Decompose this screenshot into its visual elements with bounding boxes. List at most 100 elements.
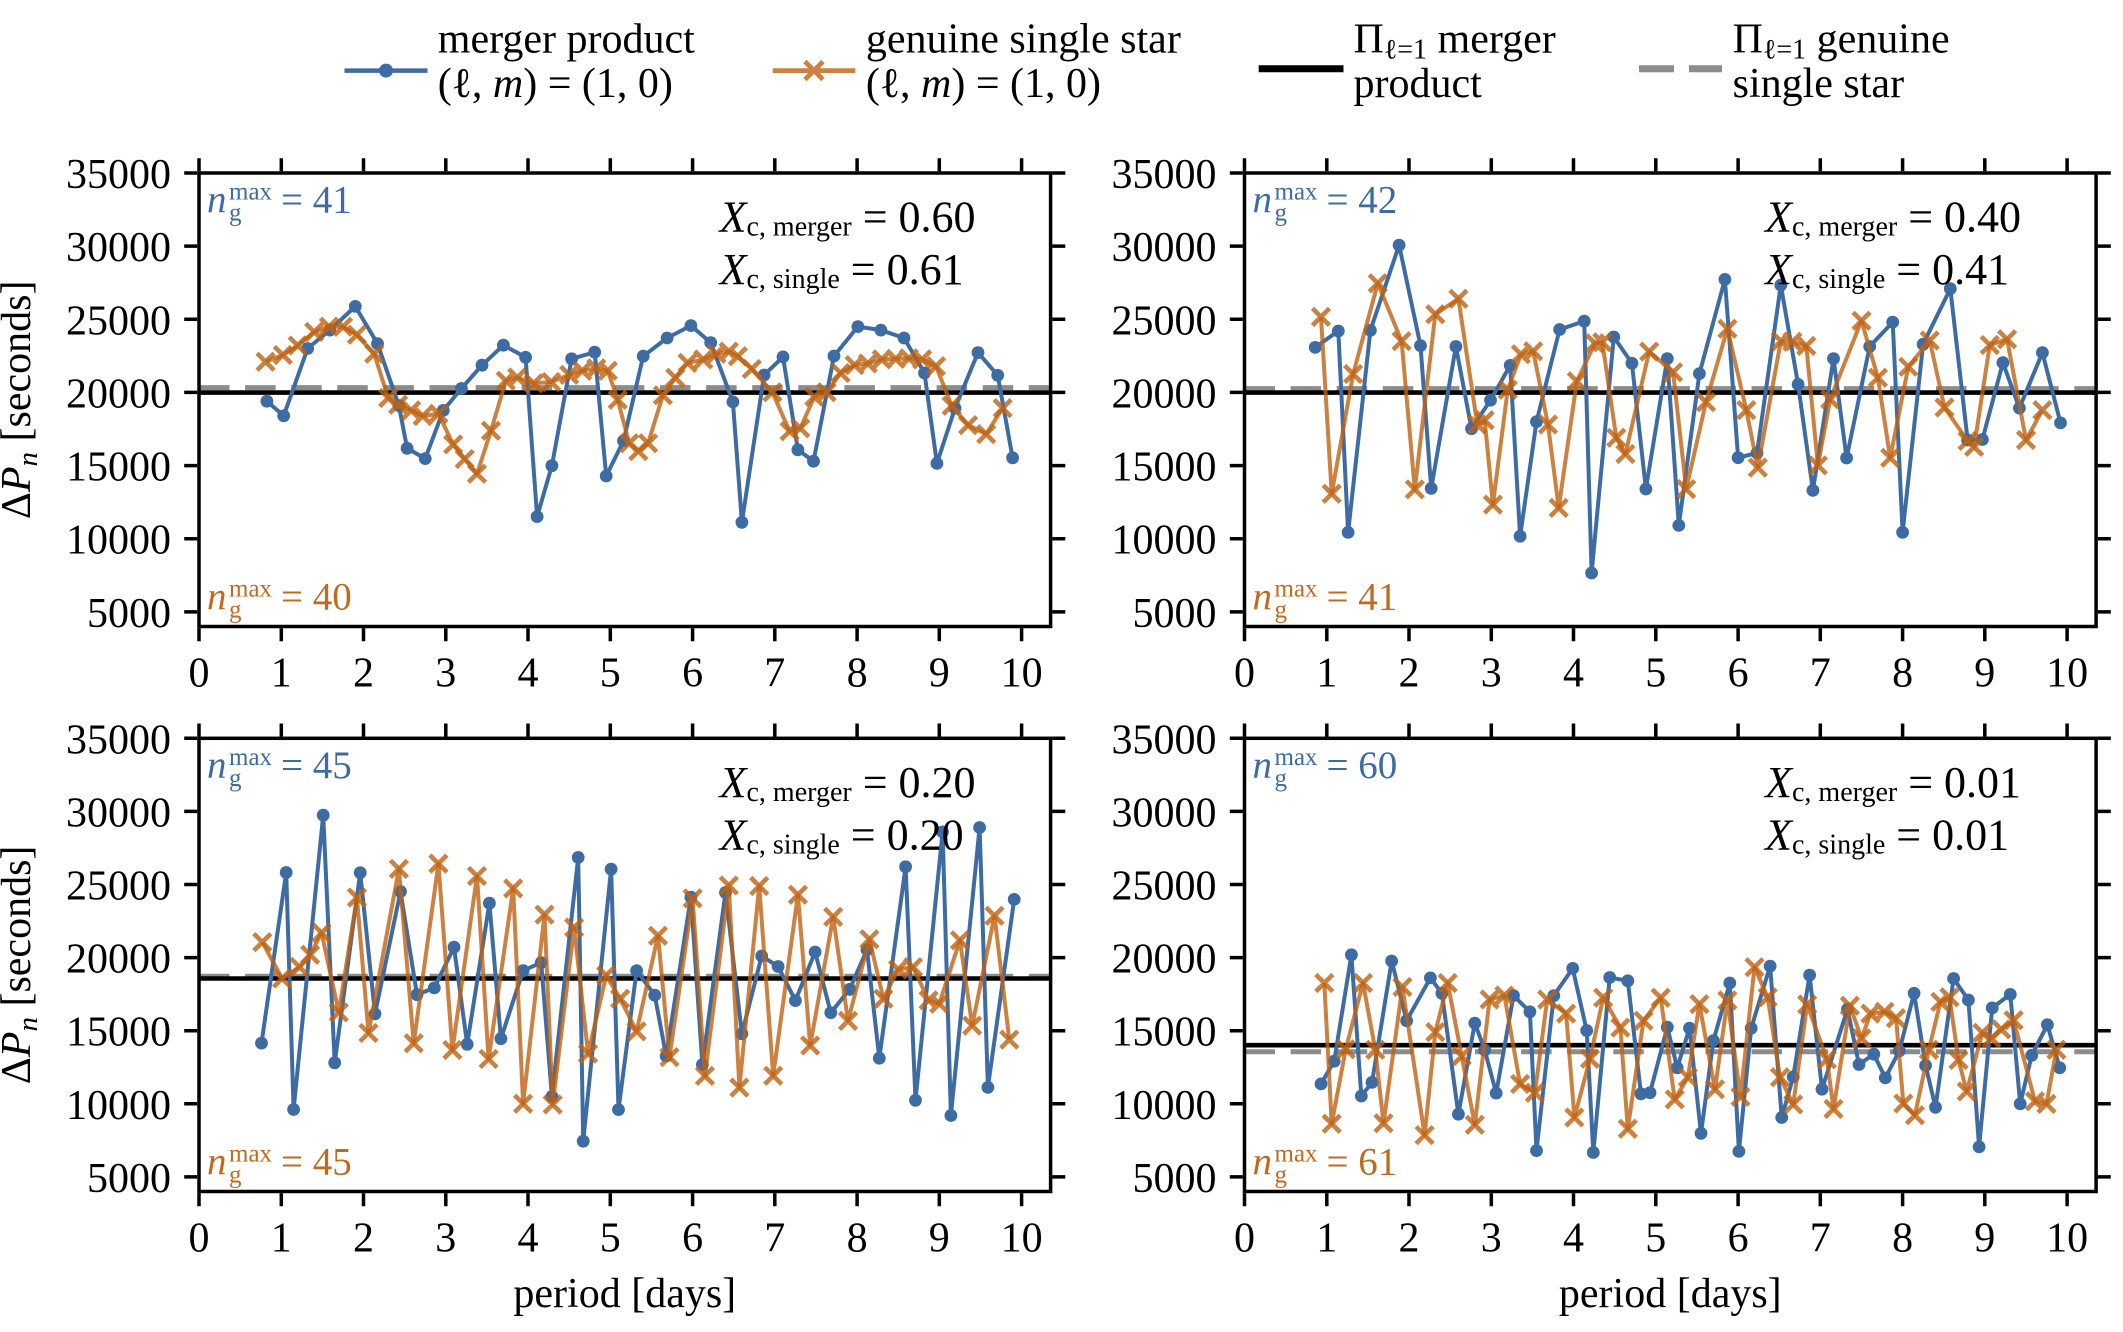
- svg-text:max: max: [1275, 1141, 1319, 1168]
- svg-text:single star: single star: [1733, 61, 1904, 107]
- svg-text:= 42: = 42: [1327, 179, 1398, 222]
- svg-text:25000: 25000: [1112, 864, 1217, 910]
- svg-text:9: 9: [929, 1216, 950, 1262]
- svg-text:15000: 15000: [66, 445, 171, 491]
- svg-text:Xc, single = 0.61: Xc, single = 0.61: [718, 245, 964, 295]
- svg-text:5000: 5000: [1133, 591, 1217, 637]
- svg-text:0: 0: [189, 1216, 210, 1262]
- svg-text:max: max: [1275, 179, 1319, 206]
- svg-text:g: g: [1275, 200, 1288, 227]
- svg-text:ΔPn [seconds]: ΔPn [seconds]: [0, 280, 44, 519]
- svg-text:3: 3: [1481, 1216, 1502, 1262]
- svg-text:2: 2: [1399, 1216, 1420, 1262]
- svg-text:0: 0: [189, 651, 210, 697]
- svg-text:2: 2: [353, 651, 374, 697]
- svg-text:0: 0: [1234, 651, 1255, 697]
- svg-text:5000: 5000: [87, 1156, 171, 1202]
- svg-text:Xc, merger = 0.40: Xc, merger = 0.40: [1763, 193, 2021, 243]
- svg-text:15000: 15000: [1112, 445, 1217, 491]
- svg-text:Xc, single = 0.20: Xc, single = 0.20: [718, 810, 964, 860]
- svg-text:7: 7: [764, 1216, 785, 1262]
- svg-text:g: g: [229, 597, 242, 624]
- svg-text:period [days]: period [days]: [1559, 1271, 1782, 1317]
- svg-text:10: 10: [2046, 651, 2088, 697]
- svg-text:8: 8: [1892, 651, 1913, 697]
- svg-text:max: max: [229, 576, 273, 603]
- svg-text:ΔPn [seconds]: ΔPn [seconds]: [0, 846, 44, 1085]
- svg-text:30000: 30000: [66, 225, 171, 271]
- svg-text:25000: 25000: [1112, 298, 1217, 344]
- svg-text:n: n: [207, 179, 227, 222]
- svg-text:1: 1: [271, 1216, 292, 1262]
- svg-text:5: 5: [1645, 1216, 1666, 1262]
- svg-text:g: g: [229, 1162, 242, 1189]
- svg-text:8: 8: [1892, 1216, 1913, 1262]
- svg-text:period [days]: period [days]: [513, 1271, 736, 1317]
- svg-text:35000: 35000: [66, 152, 171, 198]
- svg-text:7: 7: [764, 651, 785, 697]
- svg-text:1: 1: [271, 651, 292, 697]
- svg-text:Xc, merger = 0.01: Xc, merger = 0.01: [1763, 758, 2021, 808]
- svg-text:10: 10: [1001, 651, 1043, 697]
- svg-text:g: g: [1275, 597, 1288, 624]
- svg-text:4: 4: [1563, 1216, 1584, 1262]
- svg-text:6: 6: [682, 651, 703, 697]
- svg-text:8: 8: [847, 651, 868, 697]
- svg-text:30000: 30000: [66, 790, 171, 836]
- svg-text:9: 9: [929, 651, 950, 697]
- svg-text:= 41: = 41: [281, 179, 352, 222]
- svg-text:35000: 35000: [1112, 152, 1217, 198]
- svg-text:10000: 10000: [66, 1083, 171, 1129]
- svg-text:Xc, single = 0.41: Xc, single = 0.41: [1763, 245, 2009, 295]
- svg-text:n: n: [207, 744, 227, 787]
- svg-text:4: 4: [518, 1216, 539, 1262]
- svg-text:5: 5: [600, 651, 621, 697]
- svg-text:4: 4: [518, 651, 539, 697]
- svg-text:25000: 25000: [66, 298, 171, 344]
- svg-text:4: 4: [1563, 651, 1584, 697]
- svg-text:2: 2: [353, 1216, 374, 1262]
- svg-text:3: 3: [435, 651, 456, 697]
- svg-text:25000: 25000: [66, 864, 171, 910]
- svg-text:15000: 15000: [1112, 1010, 1217, 1056]
- svg-text:20000: 20000: [66, 937, 171, 983]
- svg-text:n: n: [1253, 1141, 1273, 1184]
- svg-text:7: 7: [1810, 651, 1831, 697]
- svg-text:3: 3: [435, 1216, 456, 1262]
- svg-text:0: 0: [1234, 1216, 1255, 1262]
- svg-text:10: 10: [1001, 1216, 1043, 1262]
- svg-text:20000: 20000: [1112, 371, 1217, 417]
- svg-text:g: g: [1275, 765, 1288, 792]
- svg-text:9: 9: [1974, 1216, 1995, 1262]
- svg-text:n: n: [207, 576, 227, 619]
- svg-text:1: 1: [1316, 1216, 1337, 1262]
- svg-text:35000: 35000: [1112, 717, 1217, 763]
- svg-text:n: n: [207, 1141, 227, 1184]
- svg-text:g: g: [1275, 1162, 1288, 1189]
- svg-text:genuine single star: genuine single star: [866, 16, 1181, 62]
- svg-text:10000: 10000: [66, 518, 171, 564]
- svg-text:n: n: [1253, 179, 1273, 222]
- svg-text:= 60: = 60: [1327, 744, 1398, 787]
- svg-text:= 45: = 45: [281, 1141, 352, 1184]
- svg-text:5000: 5000: [1133, 1156, 1217, 1202]
- svg-text:n: n: [1253, 744, 1273, 787]
- svg-text:3: 3: [1481, 651, 1502, 697]
- svg-text:2: 2: [1399, 651, 1420, 697]
- svg-text:max: max: [1275, 576, 1319, 603]
- svg-text:= 41: = 41: [1327, 576, 1398, 619]
- svg-text:(ℓ, m) = (1, 0): (ℓ, m) = (1, 0): [438, 61, 673, 107]
- svg-text:15000: 15000: [66, 1010, 171, 1056]
- svg-text:Xc, merger = 0.20: Xc, merger = 0.20: [718, 758, 976, 808]
- svg-text:6: 6: [682, 1216, 703, 1262]
- svg-text:8: 8: [847, 1216, 868, 1262]
- svg-text:Πℓ=1 merger: Πℓ=1 merger: [1354, 16, 1556, 65]
- svg-text:Xc, single = 0.01: Xc, single = 0.01: [1763, 810, 2009, 860]
- svg-text:merger product: merger product: [438, 16, 695, 62]
- svg-text:7: 7: [1810, 1216, 1831, 1262]
- svg-text:Xc, merger = 0.60: Xc, merger = 0.60: [718, 193, 976, 243]
- svg-text:product: product: [1354, 61, 1483, 107]
- svg-text:20000: 20000: [66, 371, 171, 417]
- svg-text:max: max: [229, 179, 273, 206]
- svg-text:20000: 20000: [1112, 937, 1217, 983]
